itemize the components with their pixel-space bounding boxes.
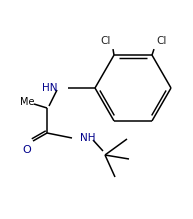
Text: Me: Me — [20, 97, 35, 107]
Text: Cl: Cl — [157, 36, 167, 46]
Text: Cl: Cl — [101, 36, 111, 46]
Text: NH: NH — [80, 133, 96, 143]
Text: HN: HN — [42, 83, 58, 93]
Text: O: O — [23, 145, 31, 155]
